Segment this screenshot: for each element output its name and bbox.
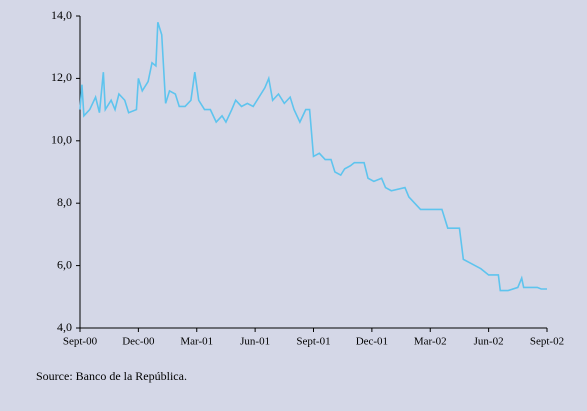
x-tick-label: Sept-02 bbox=[530, 336, 564, 348]
y-tick-label: 6,0 bbox=[57, 257, 72, 271]
y-tick-label: 10,0 bbox=[51, 133, 72, 147]
x-tick-label: Jun-02 bbox=[474, 336, 504, 348]
x-tick-label: Dec-01 bbox=[356, 336, 388, 348]
y-tick-label: 12,0 bbox=[51, 70, 72, 84]
x-tick-label: Sept-01 bbox=[296, 336, 330, 348]
y-tick-label: 14,0 bbox=[51, 8, 72, 22]
x-tick-label: Mar-02 bbox=[414, 336, 447, 348]
x-tick-label: Mar-01 bbox=[180, 336, 213, 348]
x-tick-label: Jun-01 bbox=[240, 336, 270, 348]
data-line bbox=[79, 22, 547, 292]
x-tick-label: Sept-00 bbox=[63, 336, 98, 348]
source-note: Source: Banco de la República. bbox=[36, 369, 187, 383]
y-tick-label: 8,0 bbox=[57, 195, 72, 209]
y-tick-label: 4,0 bbox=[57, 320, 72, 334]
x-tick-label: Dec-00 bbox=[122, 336, 155, 348]
